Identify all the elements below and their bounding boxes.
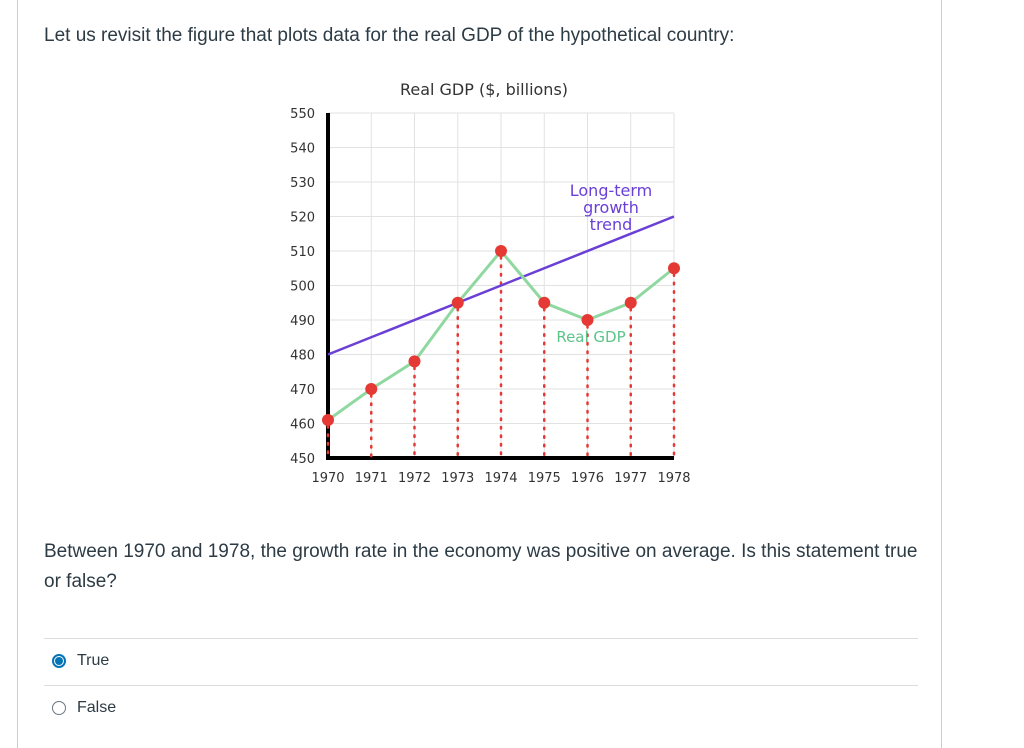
trend-annotation: trend bbox=[590, 215, 633, 234]
gdp-point bbox=[451, 296, 464, 309]
question-card: Let us revisit the figure that plots dat… bbox=[17, 0, 942, 748]
answer-true[interactable]: True bbox=[44, 639, 918, 683]
y-tick-label: 470 bbox=[290, 383, 315, 398]
radio-true[interactable] bbox=[52, 654, 66, 668]
y-tick-label: 500 bbox=[290, 280, 315, 295]
y-tick-label: 450 bbox=[290, 452, 315, 467]
x-tick-label: 1971 bbox=[355, 471, 388, 486]
gdp-annotation: Real GDP bbox=[556, 328, 625, 346]
y-tick-label: 530 bbox=[290, 176, 315, 191]
radio-false[interactable] bbox=[52, 701, 66, 715]
answer-false[interactable]: False bbox=[44, 686, 918, 730]
y-tick-label: 460 bbox=[290, 418, 315, 433]
gdp-point bbox=[581, 314, 594, 326]
x-tick-label: 1974 bbox=[484, 471, 517, 486]
x-tick-label: 1975 bbox=[528, 471, 561, 486]
x-tick-label: 1973 bbox=[441, 471, 474, 486]
answer-divider-mid bbox=[44, 685, 918, 686]
y-tick-label: 540 bbox=[290, 142, 315, 157]
x-tick-label: 1978 bbox=[657, 471, 690, 486]
trend-annotation: growth bbox=[583, 198, 639, 217]
y-tick-label: 520 bbox=[290, 211, 315, 226]
trend-line bbox=[327, 215, 675, 356]
x-tick-label: 1972 bbox=[398, 471, 431, 486]
chart-title: Real GDP ($, billions) bbox=[400, 80, 568, 99]
y-tick-label: 510 bbox=[290, 245, 315, 260]
gdp-point bbox=[408, 355, 421, 368]
gdp-point bbox=[365, 383, 378, 395]
question-text: Between 1970 and 1978, the growth rate i… bbox=[44, 541, 918, 592]
y-tick-label: 480 bbox=[290, 349, 315, 364]
intro-text: Let us revisit the figure that plots dat… bbox=[44, 25, 735, 46]
gdp-point bbox=[624, 296, 637, 309]
real-gdp-chart: Real GDP ($, billions) 550 540 530 520 510 500… bbox=[290, 80, 690, 486]
gdp-point bbox=[668, 262, 680, 275]
answer-false-label: False bbox=[77, 699, 117, 716]
x-tick-label: 1977 bbox=[614, 471, 647, 486]
answer-divider-top bbox=[44, 638, 918, 639]
x-tick-label: 1970 bbox=[311, 471, 344, 486]
answer-true-label: True bbox=[77, 652, 110, 669]
gdp-point bbox=[538, 296, 551, 309]
x-tick-label: 1976 bbox=[571, 471, 604, 486]
gdp-point bbox=[495, 245, 507, 257]
gdp-point bbox=[322, 414, 334, 427]
y-tick-label: 490 bbox=[290, 314, 315, 329]
trend-annotation: Long-term bbox=[570, 181, 653, 200]
y-tick-label: 550 bbox=[290, 107, 315, 122]
